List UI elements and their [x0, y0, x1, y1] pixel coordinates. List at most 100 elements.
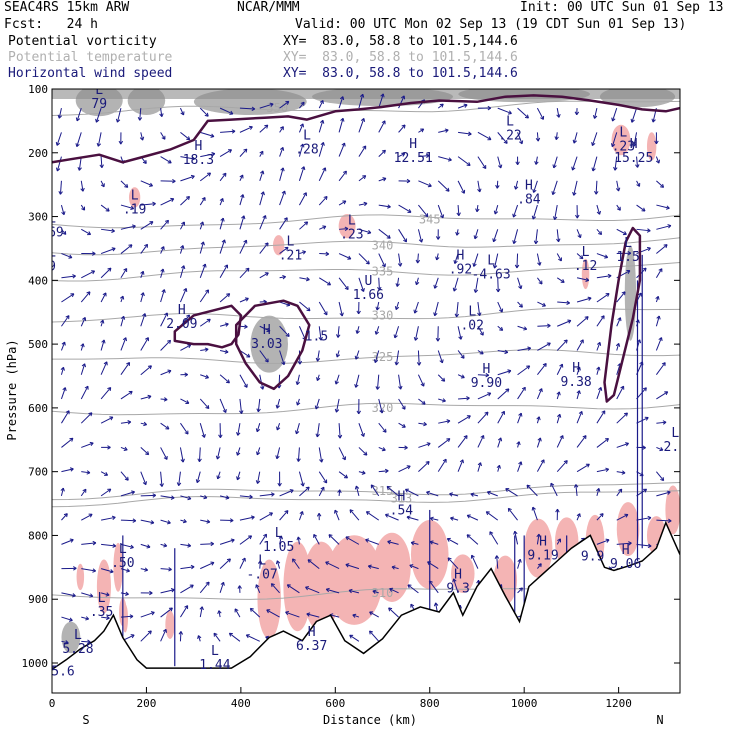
wind-arrow: [140, 337, 149, 351]
wind-arrowhead: [334, 509, 339, 514]
wind-arrowhead: [68, 254, 73, 259]
wind-arrowhead: [360, 288, 365, 292]
wind-arrow: [517, 441, 520, 448]
wind-arrow: [61, 275, 76, 279]
wind-arrowhead: [585, 463, 590, 468]
wind-arrow: [299, 221, 308, 230]
wind-arrowhead: [463, 435, 468, 440]
wind-arrowhead: [576, 390, 581, 395]
wind-arrowhead: [325, 561, 330, 566]
field-pv-xy: XY= 83.0, 58.8 to 101.5,144.6: [283, 34, 518, 49]
wind-arrowhead: [541, 302, 546, 307]
wind-arrow: [313, 534, 320, 545]
wind-arrow: [338, 277, 349, 290]
wind-arrow: [101, 543, 116, 547]
wind-arrowhead: [318, 336, 323, 341]
wind-arrowhead: [206, 318, 211, 323]
forecast-hour: Fcst: 24 h: [4, 17, 98, 32]
wind-arrow: [179, 288, 187, 303]
wind-arrow: [557, 320, 572, 327]
theta-contour: [52, 237, 680, 256]
wind-arrowhead: [105, 207, 110, 212]
wind-arrow: [550, 482, 558, 497]
wind-arrow: [298, 471, 304, 487]
x-tick-label: 200: [136, 697, 156, 710]
wind-arrowhead: [191, 156, 196, 161]
wind-arrowhead: [540, 115, 545, 120]
wind-arrow: [437, 103, 444, 109]
wind-arrow: [418, 128, 424, 133]
wind-arrowhead: [277, 482, 282, 487]
wind-arrowhead: [303, 192, 307, 197]
wind-arrow: [338, 96, 344, 109]
wind-arrowhead: [345, 563, 350, 568]
wind-arrowhead: [144, 567, 149, 572]
wind-arrowhead: [137, 116, 143, 121]
wind-arrowhead: [656, 315, 661, 320]
wind-arrow: [100, 568, 114, 573]
wind-arrowhead: [104, 471, 109, 476]
x-tick-label: 400: [231, 697, 251, 710]
wind-arrow: [259, 533, 267, 545]
wind-arrowhead: [616, 206, 621, 211]
wind-arrowhead: [426, 442, 431, 447]
wind-arrow: [180, 131, 191, 141]
pink-shade: [283, 541, 312, 632]
wind-arrowhead: [275, 560, 281, 565]
wind-arrowhead: [642, 387, 647, 392]
wind-arrowhead: [643, 488, 648, 493]
wind-arrowhead: [409, 564, 414, 569]
wind-arrow: [180, 156, 195, 160]
wind-arrow: [338, 471, 348, 479]
wind-arrow: [358, 423, 365, 437]
wind-arrow: [257, 471, 261, 484]
wind-arrow: [370, 484, 380, 497]
hl-value: 1.66: [353, 288, 384, 303]
hl-mark: H: [539, 534, 547, 549]
wind-arrow: [140, 132, 144, 141]
wind-arrowhead: [165, 219, 169, 224]
wind-arrowhead: [463, 103, 468, 108]
wind-arrowhead: [131, 490, 135, 495]
hl-value: .02: [460, 319, 483, 334]
wind-arrowhead: [109, 416, 114, 421]
wind-arrow: [61, 410, 70, 424]
wind-arrow: [394, 326, 400, 339]
theta-label: 310: [372, 586, 394, 600]
wind-arrow: [453, 578, 459, 593]
wind-arrow: [298, 166, 305, 181]
wind-arrow: [307, 559, 320, 570]
wind-arrow: [418, 398, 426, 405]
wind-arrowhead: [91, 251, 96, 256]
wind-arrow: [220, 130, 236, 133]
hl-value: 1.05: [263, 540, 294, 555]
wind-arrow: [116, 108, 122, 123]
wind-arrowhead: [459, 459, 464, 464]
wind-arrow: [616, 363, 621, 375]
wind-arrowhead: [184, 430, 189, 435]
wind-arrow: [358, 175, 367, 182]
wind-arrowhead: [467, 131, 472, 136]
wind-arrowhead: [88, 513, 93, 518]
wind-arrow: [405, 488, 419, 497]
wind-arrowhead: [213, 632, 218, 637]
wind-arrowhead: [63, 513, 68, 518]
hl-mark: L: [671, 426, 679, 441]
wind-arrow: [160, 198, 174, 206]
wind-arrow: [355, 485, 360, 497]
wind-arrowhead: [628, 541, 632, 546]
wind-arrow: [576, 463, 590, 473]
wind-arrow: [80, 343, 84, 351]
wind-arrow: [140, 395, 152, 400]
wind-arrowhead: [576, 513, 581, 518]
wind-arrow: [358, 202, 368, 206]
wind-arrowhead: [514, 185, 519, 190]
wind-arrow: [259, 325, 271, 332]
theta-label: 340: [372, 238, 394, 252]
wind-arrow: [338, 253, 352, 260]
wind-arrow: [199, 398, 210, 409]
wind-arrowhead: [281, 361, 286, 366]
wind-arrow: [140, 271, 144, 278]
wind-arrow: [296, 374, 300, 385]
hl-value: 15.25: [614, 151, 653, 166]
